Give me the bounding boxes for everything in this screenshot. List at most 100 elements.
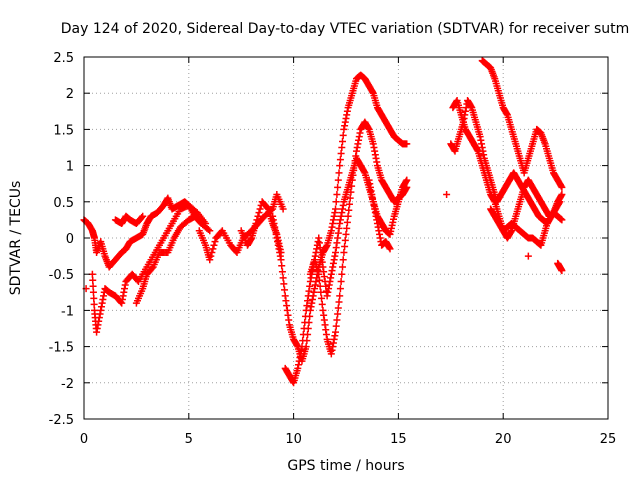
data-point xyxy=(206,227,214,235)
data-point xyxy=(300,325,308,332)
data-point xyxy=(317,288,325,296)
data-point xyxy=(345,206,353,214)
data-point xyxy=(89,288,97,296)
series-track-n xyxy=(487,205,566,249)
data-point xyxy=(210,241,218,249)
data-point xyxy=(339,137,347,145)
data-point xyxy=(336,292,344,300)
x-tick-label: 5 xyxy=(185,432,193,447)
series-track-l xyxy=(449,96,566,242)
data-point xyxy=(334,310,342,318)
series-track-j xyxy=(365,176,394,253)
data-point xyxy=(337,277,345,285)
data-point xyxy=(138,213,146,221)
data-point xyxy=(338,144,346,151)
data-point xyxy=(332,328,340,336)
data-point xyxy=(339,263,347,271)
data-point xyxy=(334,304,342,312)
data-point xyxy=(255,209,263,217)
y-tick-label: 1 xyxy=(66,160,74,175)
data-point xyxy=(558,267,566,275)
data-point xyxy=(332,205,340,213)
data-point xyxy=(334,183,342,191)
x-tick-label: 20 xyxy=(495,432,512,447)
data-point xyxy=(403,140,411,148)
data-point xyxy=(279,205,287,213)
data-point xyxy=(333,316,341,324)
data-point xyxy=(340,248,348,256)
x-tick-label: 25 xyxy=(600,432,617,447)
data-point xyxy=(206,256,214,264)
data-point xyxy=(558,191,566,199)
y-tick-label: -1 xyxy=(61,304,74,319)
data-point xyxy=(339,131,347,139)
data-point xyxy=(341,242,349,250)
data-point xyxy=(148,264,156,272)
data-point xyxy=(209,245,217,253)
y-tick-label: -1.5 xyxy=(49,341,74,356)
data-point xyxy=(253,216,261,224)
data-point xyxy=(318,294,326,302)
data-marks xyxy=(80,57,566,387)
data-point xyxy=(337,150,345,158)
chart-title: Day 124 of 2020, Sidereal Day-to-day VTE… xyxy=(61,21,630,37)
data-point xyxy=(278,268,286,276)
data-point xyxy=(204,226,212,234)
y-tick-label: 2 xyxy=(66,87,74,102)
data-point xyxy=(403,176,411,184)
data-point xyxy=(139,212,147,220)
data-point xyxy=(256,205,264,213)
data-point xyxy=(211,238,219,246)
data-point xyxy=(342,230,350,238)
series-track-d xyxy=(111,212,147,228)
data-point xyxy=(263,204,271,212)
data-point xyxy=(558,216,566,224)
y-tick-label: -2 xyxy=(61,377,74,392)
series-track-b xyxy=(88,201,210,336)
data-point xyxy=(336,156,344,164)
data-point xyxy=(335,169,343,177)
series-track-m xyxy=(478,57,566,191)
data-point xyxy=(299,331,307,339)
data-point xyxy=(279,274,287,282)
data-point xyxy=(332,322,340,330)
data-point xyxy=(90,300,98,308)
data-point xyxy=(524,252,532,260)
data-point xyxy=(252,220,260,228)
data-point xyxy=(345,200,353,208)
axis-layer: -2.5 -2 -1.5 -1 -0.5 0 0.5 1 1.5 2 2.5 0 5 10 15 20 25 xyxy=(49,51,617,447)
data-point xyxy=(315,276,323,284)
data-point xyxy=(254,212,262,220)
data-point xyxy=(336,162,344,170)
data-point xyxy=(343,224,351,232)
series-track-h xyxy=(281,118,411,387)
data-point xyxy=(298,343,306,351)
data-point xyxy=(343,218,351,226)
data-point xyxy=(332,198,340,206)
series-track-c xyxy=(132,212,214,307)
y-tick-label: -2.5 xyxy=(49,413,74,428)
data-point xyxy=(88,270,96,278)
data-point xyxy=(318,300,326,308)
data-point xyxy=(341,236,349,244)
data-point xyxy=(333,191,341,199)
data-point xyxy=(339,256,347,264)
data-point xyxy=(338,270,346,278)
y-tick-label: 0.5 xyxy=(53,196,74,211)
series-outliers xyxy=(82,191,566,293)
data-point xyxy=(89,276,97,284)
data-point xyxy=(334,176,342,184)
data-point xyxy=(336,285,344,293)
data-point xyxy=(558,183,566,191)
x-tick-label: 15 xyxy=(390,432,407,447)
x-tick-label: 0 xyxy=(80,432,88,447)
data-point xyxy=(89,282,97,290)
data-point xyxy=(90,294,98,302)
data-point xyxy=(301,318,309,326)
data-point xyxy=(344,212,352,220)
data-point xyxy=(301,312,309,320)
data-point xyxy=(281,286,289,294)
x-tick-label: 10 xyxy=(285,432,302,447)
data-point xyxy=(386,245,394,253)
